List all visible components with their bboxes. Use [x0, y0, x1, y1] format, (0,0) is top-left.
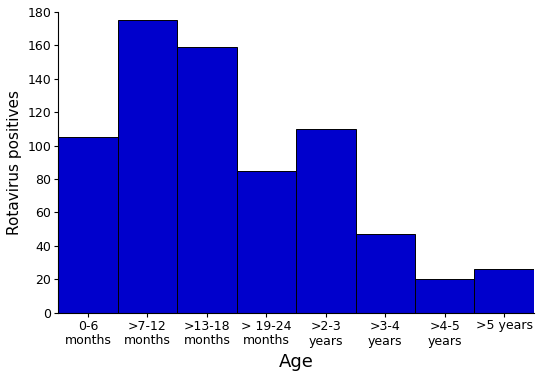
Bar — [415, 279, 475, 313]
Bar — [356, 234, 415, 313]
Bar — [237, 170, 296, 313]
Y-axis label: Rotavirus positives: Rotavirus positives — [7, 90, 22, 235]
Bar — [58, 137, 118, 313]
X-axis label: Age: Age — [279, 353, 313, 371]
Bar — [177, 47, 237, 313]
Bar — [296, 129, 356, 313]
Bar — [118, 20, 177, 313]
Bar — [475, 269, 534, 313]
